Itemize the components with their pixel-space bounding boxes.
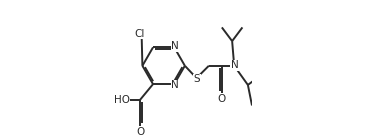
Text: O: O (136, 127, 144, 137)
Text: N: N (171, 80, 179, 90)
Text: Cl: Cl (134, 29, 145, 38)
Text: S: S (194, 74, 200, 84)
Text: HO: HO (114, 95, 130, 105)
Text: N: N (231, 61, 239, 70)
Text: O: O (218, 94, 226, 104)
Text: N: N (171, 41, 179, 51)
